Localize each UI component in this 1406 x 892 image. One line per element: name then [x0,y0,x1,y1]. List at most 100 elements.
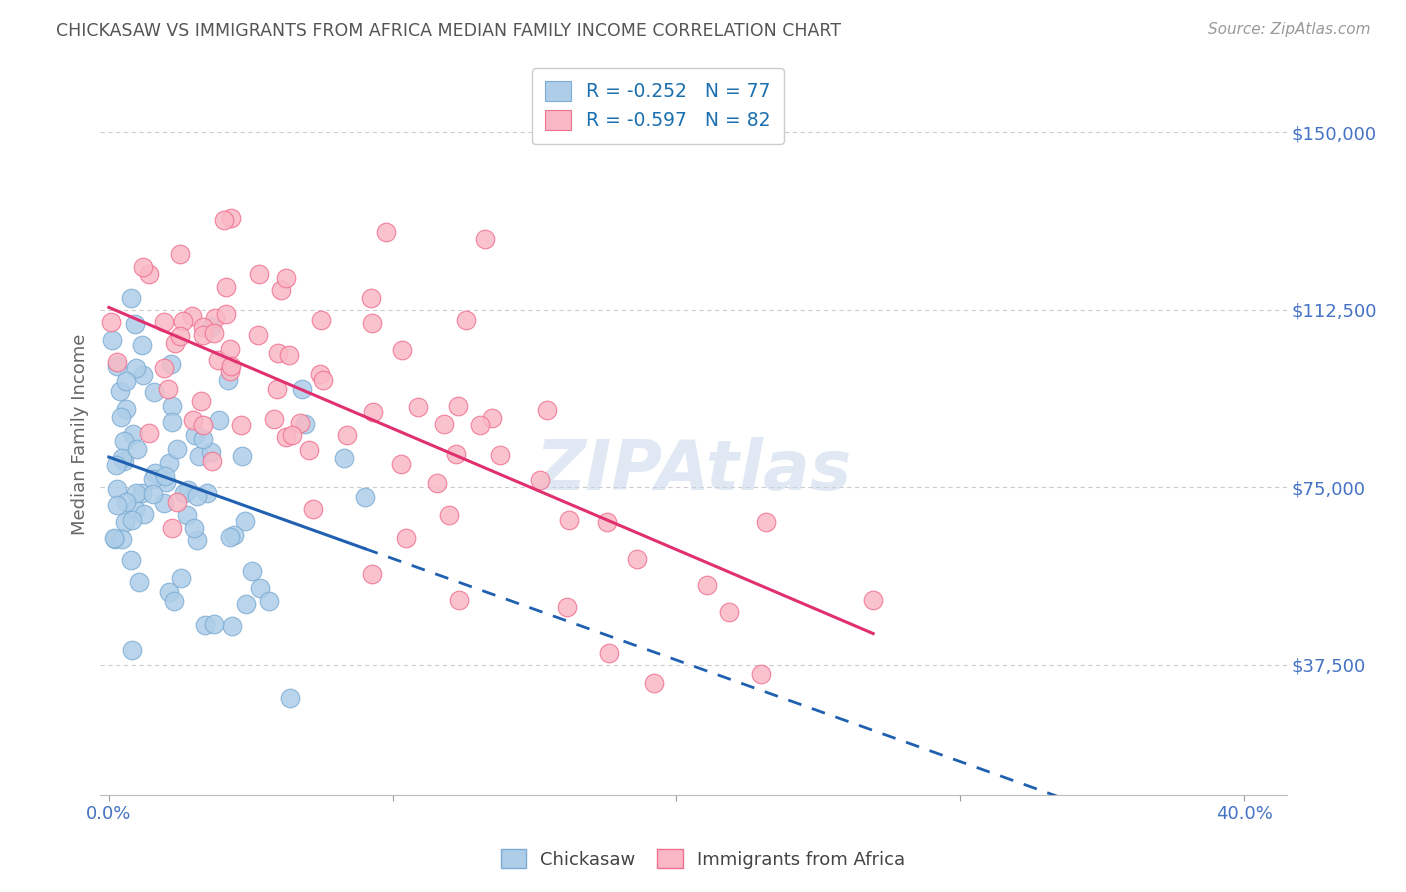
Point [280,427,302,442]
Point [104,458,127,472]
Point [177,483,200,497]
Point [112,454,135,468]
Point [183,521,205,535]
Point [474,232,496,246]
Point [125,360,148,375]
Point [208,413,231,427]
Point [468,418,491,433]
Point [201,453,224,467]
Point [204,326,226,341]
Point [749,667,772,681]
Point [266,382,288,396]
Point [447,399,470,413]
Point [257,593,280,607]
Point [186,533,208,547]
Point [128,575,150,590]
Text: CHICKASAW VS IMMIGRANTS FROM AFRICA MEDIAN FAMILY INCOME CORRELATION CHART: CHICKASAW VS IMMIGRANTS FROM AFRICA MEDI… [56,22,841,40]
Point [449,593,471,607]
Point [195,486,218,500]
Point [176,508,198,523]
Point [247,327,270,342]
Point [157,456,180,470]
Point [131,337,153,351]
Point [221,619,243,633]
Point [169,247,191,261]
Point [173,486,195,500]
Point [187,449,209,463]
Point [191,418,214,433]
Point [155,475,177,490]
Point [138,425,160,440]
Point [309,368,332,382]
Point [489,448,512,462]
Point [142,487,165,501]
Point [212,213,235,227]
Point [290,416,312,430]
Point [131,485,153,500]
Point [294,417,316,431]
Point [184,428,207,442]
Point [696,578,718,592]
Point [219,359,242,373]
Point [389,457,412,471]
Point [105,359,128,373]
Point [131,368,153,382]
Point [191,432,214,446]
Point [194,618,217,632]
Point [353,490,375,504]
Text: Source: ZipAtlas.com: Source: ZipAtlas.com [1208,22,1371,37]
Point [215,280,238,294]
Point [191,327,214,342]
Point [360,316,382,330]
Point [302,502,325,516]
Point [207,352,229,367]
Point [142,472,165,486]
Point [454,313,477,327]
Point [170,571,193,585]
Point [247,267,270,281]
Point [391,343,413,358]
Point [124,502,146,516]
Point [157,584,180,599]
Point [166,442,188,456]
Point [481,411,503,425]
Point [105,483,128,497]
Point [643,676,665,690]
Point [132,260,155,275]
Point [217,373,239,387]
Point [267,346,290,360]
Point [204,311,226,326]
Point [311,373,333,387]
Point [218,343,240,357]
Point [626,551,648,566]
Point [433,417,456,431]
Point [278,691,301,706]
Point [426,475,449,490]
Point [755,515,778,529]
Point [200,444,222,458]
Point [125,486,148,500]
Point [862,593,884,607]
Point [110,410,132,425]
Point [375,225,398,239]
Point [229,418,252,433]
Point [235,515,257,529]
Point [717,605,740,619]
Point [105,498,128,512]
Point [100,315,122,329]
Point [138,267,160,281]
Legend: Chickasaw, Immigrants from Africa: Chickasaw, Immigrants from Africa [494,842,912,876]
Point [437,508,460,522]
Point [103,532,125,546]
Point [121,642,143,657]
Point [219,531,242,545]
Point [202,617,225,632]
Point [142,384,165,399]
Point [555,600,578,615]
Point [114,515,136,529]
Point [166,494,188,508]
Point [114,374,136,388]
Point [160,357,183,371]
Point [444,447,467,461]
Point [169,329,191,343]
